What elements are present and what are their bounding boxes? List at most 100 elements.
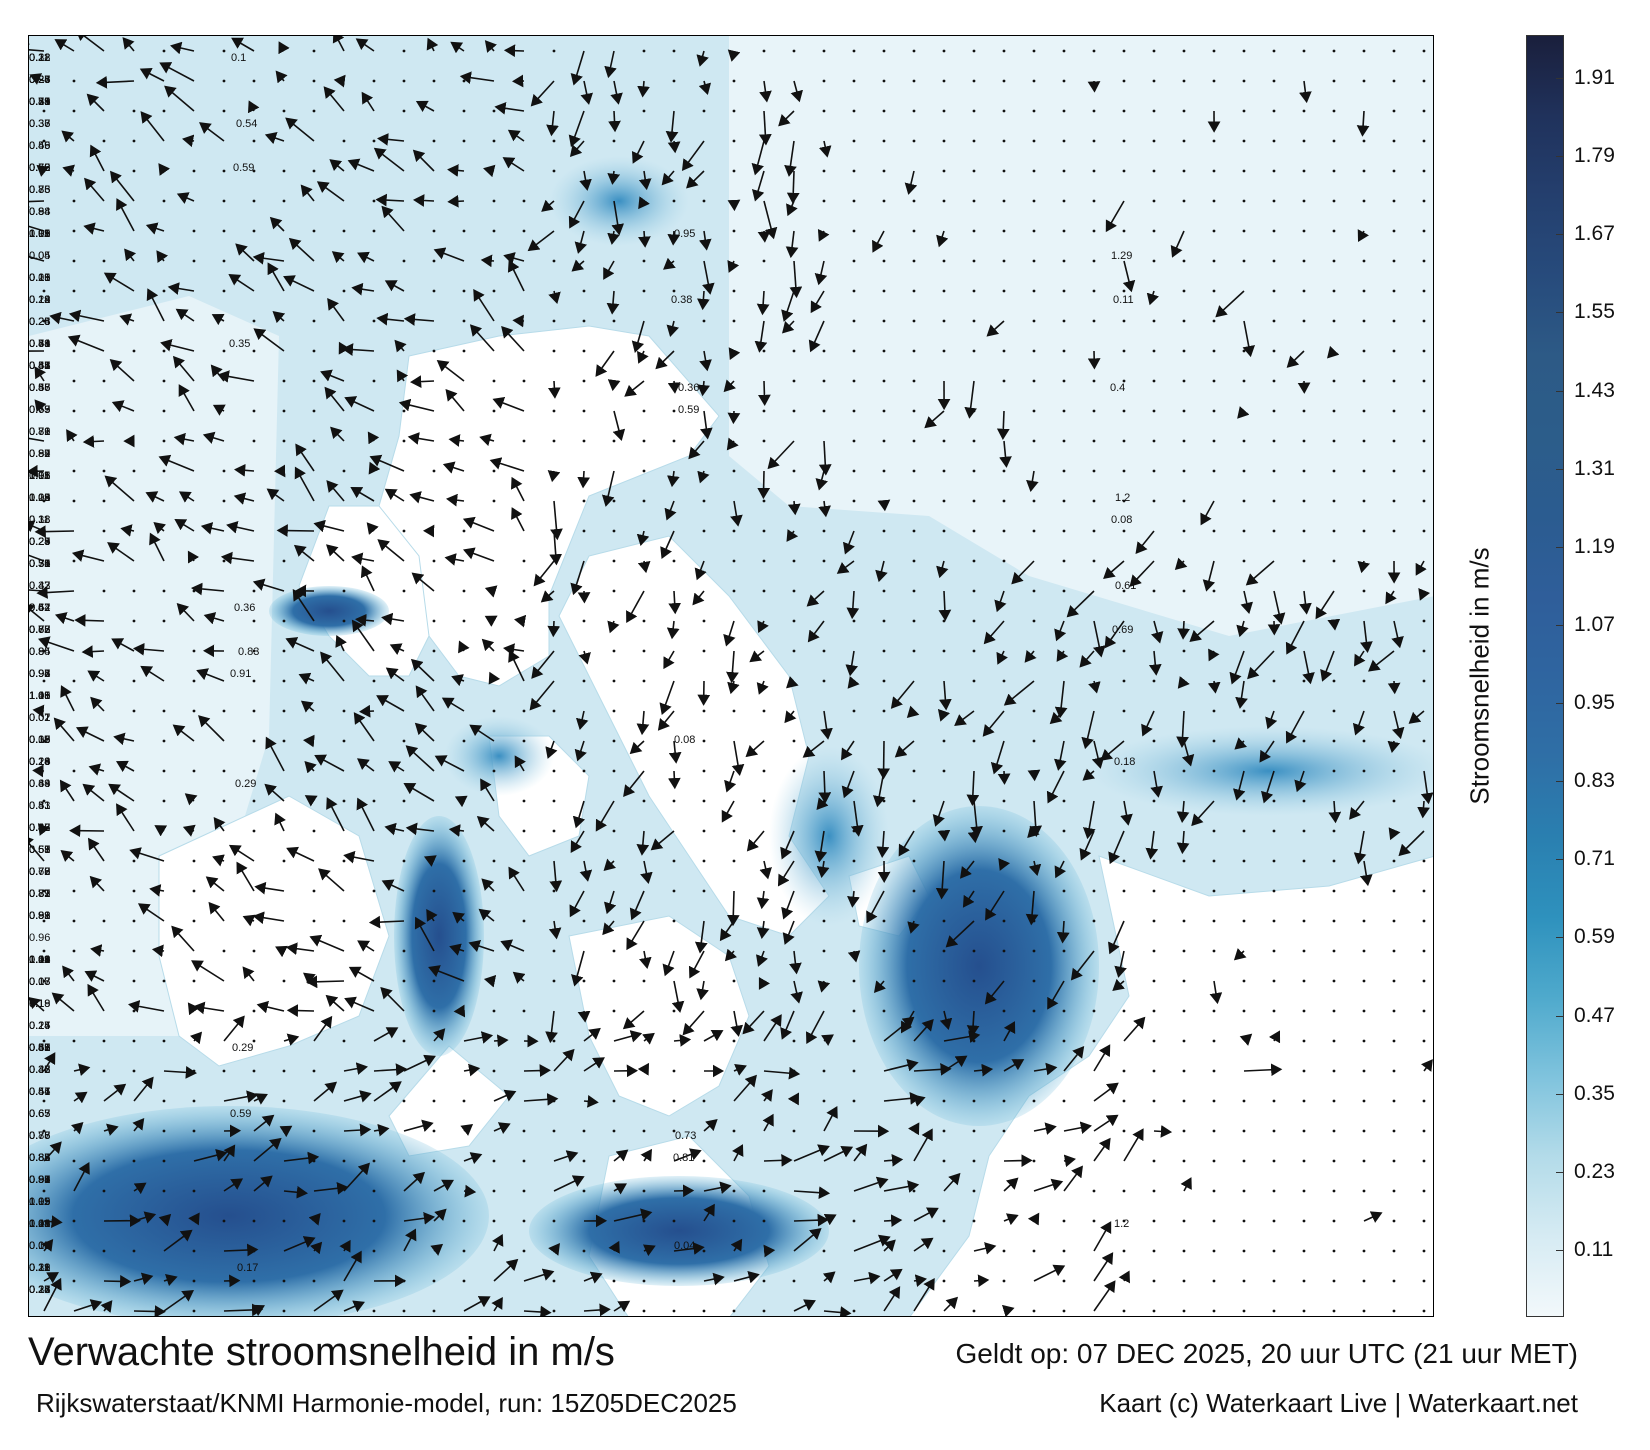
grid-dot	[132, 349, 136, 353]
speed-value-label: 0.23	[29, 756, 50, 768]
current-arrow	[377, 539, 405, 562]
grid-dot	[552, 889, 556, 893]
speed-value-label: 0.42	[29, 822, 50, 834]
current-arrow	[850, 800, 864, 837]
current-arrow	[1105, 200, 1125, 233]
speed-value-label: 0.06	[29, 954, 50, 966]
grid-dot	[1422, 79, 1426, 83]
speed-value-label: 0.94	[29, 1174, 50, 1186]
current-arrow	[667, 770, 681, 790]
grid-dot	[792, 799, 796, 803]
grid-dot	[942, 619, 946, 623]
current-arrow	[279, 1125, 293, 1138]
grid-dot	[792, 1279, 796, 1283]
current-arrow	[286, 846, 315, 862]
grid-dot	[1182, 259, 1186, 263]
current-arrow	[845, 650, 859, 677]
current-arrow	[411, 572, 435, 592]
grid-dot	[1242, 1189, 1246, 1193]
grid-dot	[1122, 1129, 1126, 1133]
grid-dot	[1362, 1129, 1366, 1133]
grid-dot	[1332, 229, 1336, 233]
grid-dot	[1302, 799, 1306, 803]
speed-value-label: 1.03	[29, 954, 50, 966]
grid-dot	[732, 289, 736, 293]
grid-dot	[462, 889, 466, 893]
grid-dot	[42, 499, 46, 503]
grid-dot	[342, 799, 346, 803]
grid-dot	[1362, 409, 1366, 413]
grid-dot	[1242, 379, 1246, 383]
grid-dot	[912, 979, 916, 983]
grid-dot	[1362, 979, 1366, 983]
current-arrow	[369, 454, 405, 472]
channel-center-east	[769, 746, 889, 926]
current-arrow	[523, 1268, 555, 1282]
grid-dot	[972, 1189, 976, 1193]
grid-dot	[312, 919, 316, 923]
current-arrow	[178, 491, 195, 503]
current-arrow	[66, 429, 78, 443]
current-arrow	[603, 890, 617, 915]
speed-value-label: 0.38	[671, 294, 692, 306]
current-arrow	[790, 80, 803, 103]
current-arrow	[405, 745, 435, 772]
grid-dot	[1062, 139, 1066, 143]
current-arrow	[507, 129, 525, 142]
grid-dot	[282, 979, 286, 983]
current-arrow	[109, 359, 135, 382]
grid-dot	[1242, 799, 1246, 803]
current-arrow	[1421, 1059, 1433, 1072]
grid-dot	[402, 739, 406, 743]
current-arrow	[1093, 1252, 1114, 1282]
grid-dot	[522, 1009, 526, 1013]
current-arrow	[994, 590, 1007, 613]
speed-value-label: 1.11	[29, 954, 50, 966]
grid-dot	[1392, 1099, 1396, 1103]
speed-value-label: 0.62	[29, 162, 50, 174]
current-arrow	[793, 1227, 822, 1252]
grid-dot	[1002, 799, 1006, 803]
current-arrow	[730, 1238, 743, 1252]
grid-dot	[762, 349, 766, 353]
speed-value-label: 0.04	[29, 954, 50, 966]
current-arrow	[1150, 620, 1164, 644]
grid-dot	[1002, 1129, 1006, 1133]
speed-value-label: 0.74	[29, 338, 50, 350]
grid-dot	[672, 1219, 676, 1223]
speed-value-label: 0.48	[29, 360, 50, 372]
grid-dot	[1122, 409, 1126, 413]
current-arrow	[1003, 1177, 1019, 1192]
grid-dot	[882, 649, 886, 653]
current-arrow	[357, 940, 375, 952]
grid-dot	[162, 379, 166, 383]
grid-dot	[582, 979, 586, 983]
current-arrow	[730, 1010, 744, 1037]
current-arrow	[973, 1242, 997, 1255]
grid-dot	[612, 1009, 616, 1013]
grid-dot	[1212, 1069, 1216, 1073]
current-arrow	[1286, 350, 1305, 368]
grid-dot	[282, 409, 286, 413]
grid-dot	[1302, 1219, 1306, 1223]
speed-value-label: 0.11	[29, 734, 50, 746]
current-arrow	[481, 638, 495, 652]
current-arrow	[1299, 590, 1312, 615]
grid-dot	[1362, 499, 1366, 503]
speed-value-label: 0.24	[29, 536, 50, 548]
grid-dot	[1272, 1159, 1276, 1163]
current-arrow	[875, 560, 888, 583]
grid-dot	[642, 1279, 646, 1283]
current-arrow	[187, 1002, 200, 1016]
speed-value-label: 1.2	[1115, 492, 1130, 504]
current-arrow	[990, 740, 1005, 775]
grid-dot	[42, 889, 46, 893]
current-arrow	[511, 476, 525, 502]
current-arrow	[698, 80, 712, 96]
grid-dot	[1392, 799, 1396, 803]
grid-dot	[1302, 1189, 1306, 1193]
map-panel[interactable]: 0.10.160.380.110.220.190.180.120.140.20.…	[28, 35, 1434, 1317]
grid-dot	[1002, 499, 1006, 503]
speed-value-label: 0.2	[29, 52, 44, 64]
speed-value-label: 0.38	[29, 734, 50, 746]
